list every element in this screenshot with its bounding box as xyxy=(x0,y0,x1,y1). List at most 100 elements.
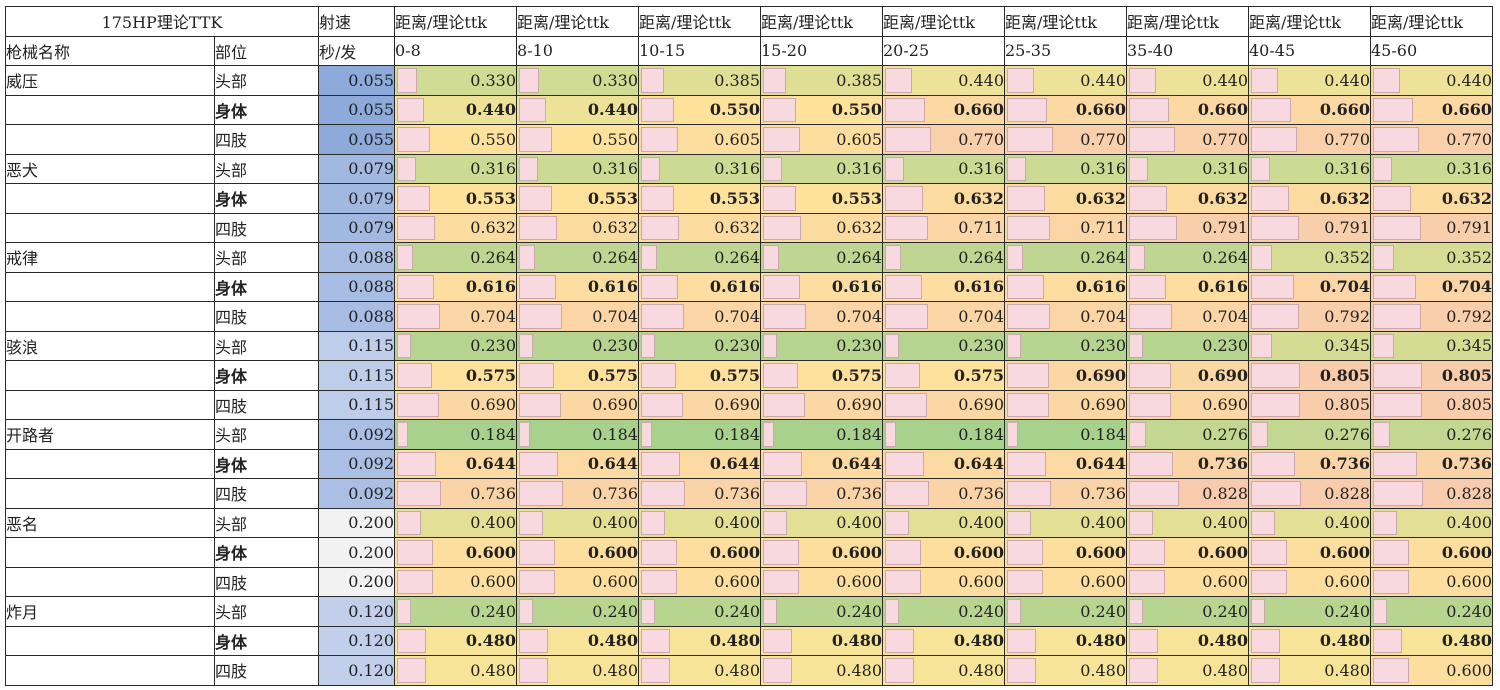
ttk-value-cell[interactable]: 0.264 xyxy=(1126,242,1249,273)
ttk-value-cell[interactable]: 0.345 xyxy=(1248,330,1371,361)
ttk-value-cell[interactable]: 0.240 xyxy=(760,596,883,627)
weapon-name-cell[interactable] xyxy=(5,360,215,391)
ttk-value-cell[interactable]: 0.480 xyxy=(1370,625,1493,656)
ttk-value-cell[interactable]: 0.316 xyxy=(1126,153,1249,184)
ttk-value-cell[interactable]: 0.230 xyxy=(394,330,517,361)
ttk-value-cell[interactable]: 0.600 xyxy=(1004,566,1127,597)
ttk-value-cell[interactable]: 0.791 xyxy=(1248,212,1371,243)
ttk-value-cell[interactable]: 0.616 xyxy=(516,271,639,302)
ttk-value-cell[interactable]: 0.400 xyxy=(760,507,883,538)
hit-part-cell[interactable]: 身体 xyxy=(214,271,319,302)
ttk-value-cell[interactable]: 0.553 xyxy=(638,183,761,214)
ttk-value-cell[interactable]: 0.440 xyxy=(516,94,639,125)
ttk-value-cell[interactable]: 0.600 xyxy=(882,566,1005,597)
ttk-value-cell[interactable]: 0.230 xyxy=(1126,330,1249,361)
ttk-value-cell[interactable]: 0.632 xyxy=(760,212,883,243)
ttk-value-cell[interactable]: 0.736 xyxy=(1126,448,1249,479)
ttk-value-cell[interactable]: 0.316 xyxy=(638,153,761,184)
ttk-value-cell[interactable]: 0.553 xyxy=(516,183,639,214)
ttk-value-cell[interactable]: 0.704 xyxy=(1126,301,1249,332)
ttk-value-cell[interactable]: 0.632 xyxy=(1004,183,1127,214)
ttk-value-cell[interactable]: 0.184 xyxy=(394,419,517,450)
ttk-value-cell[interactable]: 0.575 xyxy=(882,360,1005,391)
ttk-value-cell[interactable]: 0.575 xyxy=(638,360,761,391)
ttk-value-cell[interactable]: 0.690 xyxy=(638,389,761,420)
fire-rate-cell[interactable]: 0.200 xyxy=(318,507,395,538)
ttk-value-cell[interactable]: 0.184 xyxy=(638,419,761,450)
ttk-value-cell[interactable]: 0.600 xyxy=(516,537,639,568)
hit-part-cell[interactable]: 身体 xyxy=(214,625,319,656)
hit-part-cell[interactable]: 四肢 xyxy=(214,655,319,686)
hit-part-cell[interactable]: 四肢 xyxy=(214,301,319,332)
ttk-value-cell[interactable]: 0.616 xyxy=(882,271,1005,302)
ttk-value-cell[interactable]: 0.575 xyxy=(394,360,517,391)
ttk-value-cell[interactable]: 0.316 xyxy=(1248,153,1371,184)
ttk-value-cell[interactable]: 0.400 xyxy=(1126,507,1249,538)
ttk-value-cell[interactable]: 0.600 xyxy=(882,537,1005,568)
ttk-value-cell[interactable]: 0.736 xyxy=(1248,448,1371,479)
ttk-value-cell[interactable]: 0.690 xyxy=(516,389,639,420)
ttk-value-cell[interactable]: 0.736 xyxy=(1004,478,1127,509)
col-name-header[interactable]: 枪械名称 xyxy=(5,35,215,66)
ttk-value-cell[interactable]: 0.736 xyxy=(394,478,517,509)
weapon-name-cell[interactable] xyxy=(5,212,215,243)
hit-part-cell[interactable]: 头部 xyxy=(214,330,319,361)
ttk-value-cell[interactable]: 0.704 xyxy=(516,301,639,332)
weapon-name-cell[interactable]: 骇浪 xyxy=(5,330,215,361)
ttk-value-cell[interactable]: 0.440 xyxy=(394,94,517,125)
ttk-value-cell[interactable]: 0.184 xyxy=(882,419,1005,450)
ttk-value-cell[interactable]: 0.400 xyxy=(516,507,639,538)
ttk-value-cell[interactable]: 0.704 xyxy=(394,301,517,332)
ttk-value-cell[interactable]: 0.600 xyxy=(1004,537,1127,568)
ttk-value-cell[interactable]: 0.550 xyxy=(516,124,639,155)
ttk-value-cell[interactable]: 0.600 xyxy=(1370,655,1493,686)
ttk-value-cell[interactable]: 0.600 xyxy=(516,566,639,597)
ttk-value-cell[interactable]: 0.644 xyxy=(760,448,883,479)
ttk-value-cell[interactable]: 0.550 xyxy=(760,94,883,125)
weapon-name-cell[interactable]: 恶犬 xyxy=(5,153,215,184)
ttk-value-cell[interactable]: 0.828 xyxy=(1126,478,1249,509)
ttk-value-cell[interactable]: 0.352 xyxy=(1248,242,1371,273)
ttk-value-cell[interactable]: 0.616 xyxy=(1126,271,1249,302)
range-header-5[interactable]: 距离/理论ttk xyxy=(1004,6,1127,37)
fire-rate-cell[interactable]: 0.115 xyxy=(318,330,395,361)
range-label-0[interactable]: 0-8 xyxy=(394,35,517,66)
ttk-value-cell[interactable]: 0.480 xyxy=(516,625,639,656)
ttk-value-cell[interactable]: 0.400 xyxy=(1004,507,1127,538)
ttk-value-cell[interactable]: 0.660 xyxy=(882,94,1005,125)
range-header-1[interactable]: 距离/理论ttk xyxy=(516,6,639,37)
ttk-value-cell[interactable]: 0.276 xyxy=(1248,419,1371,450)
ttk-value-cell[interactable]: 0.345 xyxy=(1370,330,1493,361)
ttk-value-cell[interactable]: 0.440 xyxy=(1248,65,1371,96)
ttk-value-cell[interactable]: 0.805 xyxy=(1370,360,1493,391)
range-header-4[interactable]: 距离/理论ttk xyxy=(882,6,1005,37)
fire-rate-cell[interactable]: 0.055 xyxy=(318,65,395,96)
ttk-value-cell[interactable]: 0.230 xyxy=(516,330,639,361)
ttk-value-cell[interactable]: 0.480 xyxy=(882,655,1005,686)
ttk-value-cell[interactable]: 0.690 xyxy=(1004,389,1127,420)
weapon-name-cell[interactable] xyxy=(5,389,215,420)
ttk-value-cell[interactable]: 0.400 xyxy=(882,507,1005,538)
ttk-value-cell[interactable]: 0.704 xyxy=(882,301,1005,332)
fire-rate-cell[interactable]: 0.120 xyxy=(318,596,395,627)
ttk-value-cell[interactable]: 0.440 xyxy=(882,65,1005,96)
fire-rate-cell[interactable]: 0.079 xyxy=(318,153,395,184)
weapon-name-cell[interactable] xyxy=(5,124,215,155)
weapon-name-cell[interactable] xyxy=(5,625,215,656)
ttk-value-cell[interactable]: 0.440 xyxy=(1370,65,1493,96)
hit-part-cell[interactable]: 身体 xyxy=(214,94,319,125)
ttk-value-cell[interactable]: 0.316 xyxy=(760,153,883,184)
ttk-value-cell[interactable]: 0.644 xyxy=(394,448,517,479)
fire-rate-cell[interactable]: 0.055 xyxy=(318,94,395,125)
fire-rate-cell[interactable]: 0.120 xyxy=(318,655,395,686)
weapon-name-cell[interactable]: 开路者 xyxy=(5,419,215,450)
weapon-name-cell[interactable] xyxy=(5,478,215,509)
ttk-value-cell[interactable]: 0.480 xyxy=(394,625,517,656)
weapon-name-cell[interactable] xyxy=(5,183,215,214)
ttk-value-cell[interactable]: 0.828 xyxy=(1370,478,1493,509)
ttk-value-cell[interactable]: 0.480 xyxy=(516,655,639,686)
range-label-3[interactable]: 15-20 xyxy=(760,35,883,66)
ttk-value-cell[interactable]: 0.316 xyxy=(1370,153,1493,184)
ttk-value-cell[interactable]: 0.644 xyxy=(1004,448,1127,479)
ttk-value-cell[interactable]: 0.704 xyxy=(1248,271,1371,302)
